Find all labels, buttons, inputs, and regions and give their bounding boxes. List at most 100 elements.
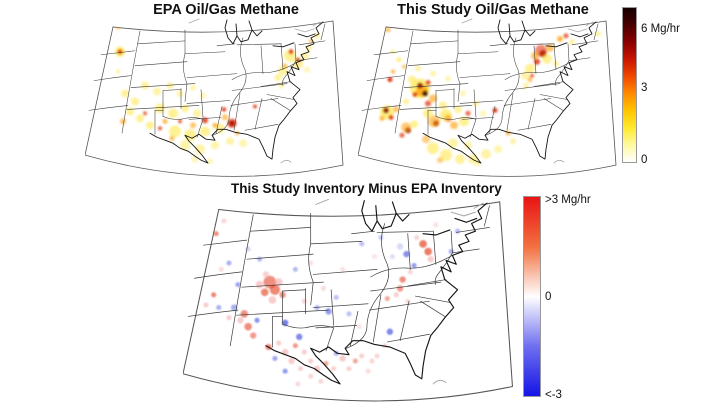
- emission-hotspot: [146, 121, 154, 130]
- emission-hotspot: [216, 305, 222, 311]
- great-lakes-outline: [251, 29, 263, 37]
- state-border: [410, 40, 459, 45]
- emission-hotspot: [210, 205, 217, 212]
- state-border: [295, 57, 318, 61]
- emission-hotspot: [402, 64, 406, 69]
- state-border: [555, 60, 570, 86]
- emission-hotspot: [382, 20, 388, 23]
- emission-hotspot: [143, 111, 147, 116]
- emission-hotspot: [473, 100, 479, 107]
- state-border: [435, 116, 477, 120]
- emission-hotspot: [557, 35, 563, 42]
- neighboring-coastline: [315, 198, 330, 205]
- emission-hotspot: [425, 100, 431, 107]
- emission-hotspot: [346, 366, 352, 372]
- emission-hotspot: [212, 122, 218, 128]
- state-border: [230, 98, 279, 106]
- emission-hotspot: [116, 69, 120, 74]
- state-border: [241, 281, 324, 288]
- emission-hotspot: [454, 228, 461, 234]
- state-border: [434, 252, 453, 285]
- state-border: [298, 40, 326, 46]
- state-border: [186, 100, 231, 104]
- us-coastline: [149, 21, 324, 164]
- emission-hotspot: [401, 122, 411, 133]
- emission-hotspot: [250, 332, 257, 339]
- emission-hotspot: [388, 114, 394, 120]
- state-border: [349, 311, 359, 347]
- neighboring-coastline: [312, 21, 321, 27]
- state-border: [231, 62, 297, 80]
- state-border: [376, 230, 434, 233]
- emission-hotspot: [180, 140, 190, 151]
- emission-hotspot: [460, 90, 466, 97]
- state-border: [533, 45, 537, 74]
- emission-hotspot: [301, 349, 307, 355]
- state-border: [196, 119, 204, 138]
- state-border: [282, 60, 297, 86]
- emission-hotspot: [203, 302, 209, 308]
- state-border: [325, 327, 335, 352]
- state-border: [517, 124, 552, 131]
- emission-hotspot: [521, 71, 529, 80]
- state-border: [506, 93, 514, 131]
- emission-hotspot: [155, 103, 165, 114]
- emission-hotspot: [384, 296, 390, 302]
- state-border: [270, 98, 291, 111]
- emission-hotspot: [178, 119, 182, 124]
- state-border: [399, 300, 410, 341]
- emission-hotspot: [465, 110, 471, 116]
- colorbar-tick-label: 0: [545, 290, 552, 303]
- state-border: [504, 83, 561, 91]
- emission-hotspot: [237, 317, 244, 324]
- emission-hotspot: [262, 271, 270, 278]
- great-lakes-outline: [224, 19, 238, 45]
- state-border: [294, 43, 297, 61]
- emission-hotspot: [385, 27, 391, 33]
- emission-hotspot: [422, 90, 428, 97]
- state-border: [420, 300, 446, 317]
- state-border: [407, 233, 411, 270]
- neighboring-coastline: [450, 211, 476, 217]
- us-coastline: [265, 202, 488, 385]
- emission-hotspot: [117, 49, 123, 55]
- state-border: [403, 83, 469, 88]
- emission-hotspot: [396, 285, 404, 292]
- great-lakes-outline: [297, 33, 316, 38]
- emission-hotspot: [190, 122, 196, 129]
- emission-hotspot: [181, 104, 189, 113]
- state-border: [407, 279, 447, 287]
- neighboring-coastline: [188, 18, 200, 24]
- emission-hotspot: [595, 30, 601, 37]
- state-border: [461, 117, 495, 120]
- state-border: [88, 105, 129, 111]
- emission-hotspot: [226, 137, 234, 146]
- state-border: [260, 81, 292, 87]
- state-border: [162, 89, 182, 91]
- state-border: [373, 50, 409, 56]
- emission-hotspot: [260, 288, 269, 297]
- colorbar-tick-label: >3 Mg/hr: [545, 194, 591, 207]
- state-border: [250, 227, 312, 232]
- great-lakes-outline: [376, 201, 397, 230]
- us-coastline: [422, 21, 597, 164]
- colorbar-tick-label: 0: [641, 153, 648, 166]
- state-border: [186, 73, 238, 78]
- hot-colorbar: [622, 7, 637, 163]
- state-border: [484, 205, 490, 227]
- state-border: [457, 51, 499, 55]
- emission-hotspot: [308, 373, 314, 379]
- emission-hotspot: [433, 222, 439, 228]
- state-border: [394, 30, 414, 134]
- emission-hotspot: [112, 20, 118, 22]
- great-lakes-outline: [361, 200, 378, 232]
- emission-hotspot: [176, 90, 184, 97]
- neighboring-coastline: [567, 28, 588, 33]
- emission-hotspot: [407, 269, 413, 275]
- emission-hotspot: [211, 141, 219, 150]
- emission-hotspot: [325, 308, 332, 315]
- emission-hotspot: [166, 82, 174, 90]
- emission-hotspot: [292, 343, 298, 349]
- emission-hotspot: [308, 260, 314, 266]
